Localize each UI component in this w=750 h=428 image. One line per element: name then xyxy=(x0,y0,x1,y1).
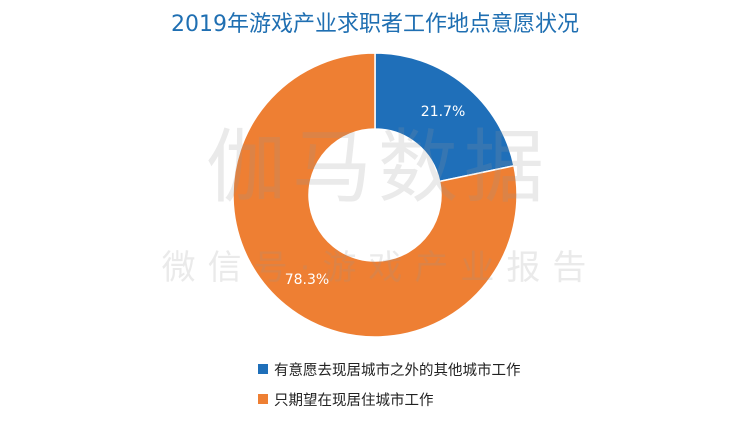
legend-item-1: 只期望在现居住城市工作 xyxy=(258,388,521,410)
donut-slice-1 xyxy=(232,52,518,338)
chart-title: 2019年游戏产业求职者工作地点意愿状况 xyxy=(171,12,579,37)
slice-data-label-1: 78.3% xyxy=(285,272,329,288)
legend-item-0: 有意愿去现居城市之外的其他城市工作 xyxy=(258,358,521,380)
watermark-logo-text: 伽马数据 xyxy=(206,121,550,214)
legend-label-1: 只期望在现居住城市工作 xyxy=(274,392,434,409)
chart-legend: 有意愿去现居城市之外的其他城市工作 只期望在现居住城市工作 xyxy=(258,358,521,418)
legend-swatch-1 xyxy=(258,394,268,404)
slice-data-label-0: 21.7% xyxy=(421,104,465,120)
legend-label-0: 有意愿去现居城市之外的其他城市工作 xyxy=(274,362,521,379)
donut-slice-0 xyxy=(374,52,515,183)
legend-swatch-0 xyxy=(258,364,268,374)
watermark-subtitle: 微信号·游戏产业报告 xyxy=(161,248,599,288)
